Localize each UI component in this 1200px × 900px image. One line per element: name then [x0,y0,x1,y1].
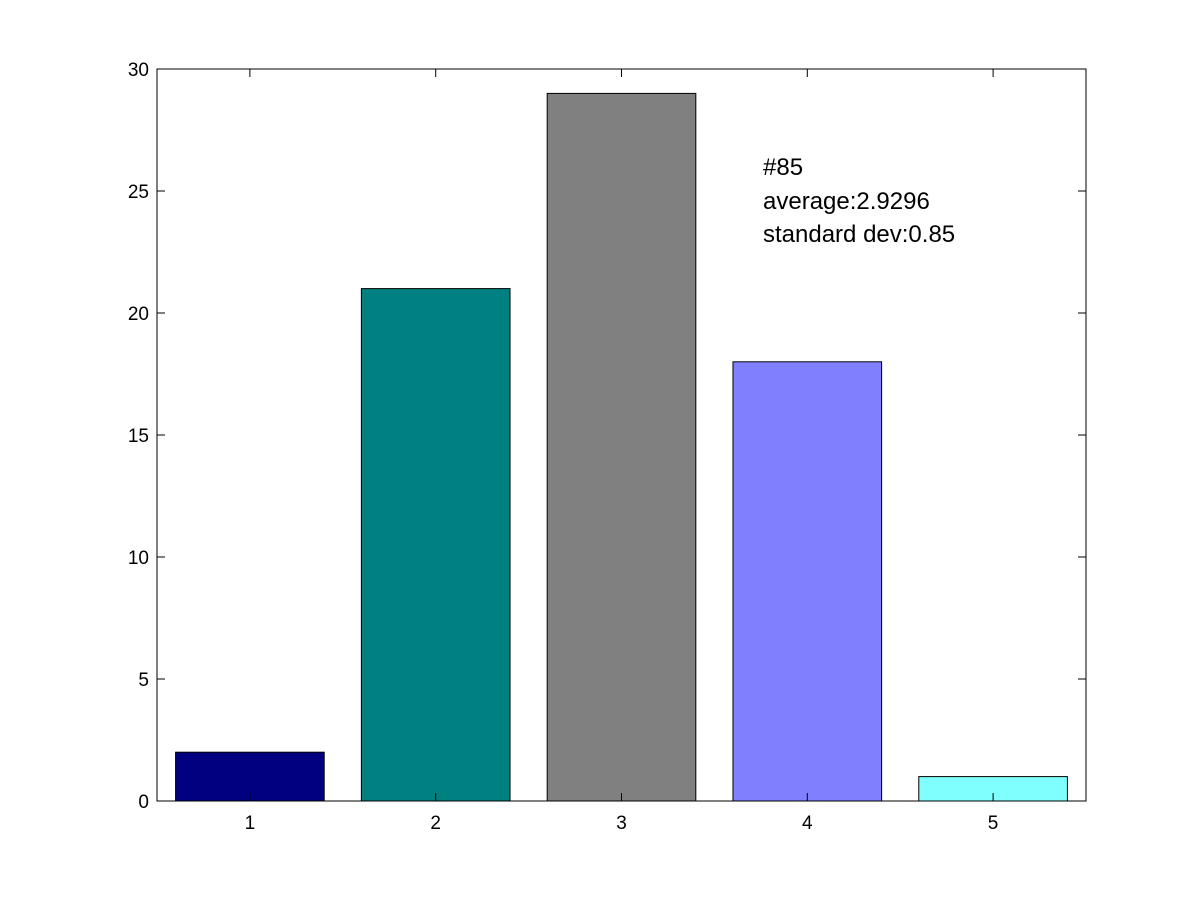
bar-1 [175,751,325,802]
x-tick-label-5: 5 [988,813,999,834]
x-tick-label-1: 1 [245,813,256,834]
y-tick-label-20: 20 [128,304,149,325]
y-tick-label-25: 25 [128,182,149,203]
y-tick-label-0: 0 [138,792,149,813]
x-tick-label-2: 2 [430,813,441,834]
annotation-std-dev: standard dev:0.85 [763,221,955,248]
y-tick-label-30: 30 [128,60,149,81]
y-tick-label-10: 10 [128,548,149,569]
x-tick-label-3: 3 [616,813,627,834]
ticks-group [157,68,1086,802]
x-tick-label-4: 4 [802,813,813,834]
bar-4 [732,361,883,802]
annotation-count: #85 [763,154,803,181]
bar-3 [546,92,697,802]
annotation-average: average:2.9296 [763,188,930,215]
y-tick-label-5: 5 [138,670,149,691]
bar-2 [360,288,511,802]
y-tick-label-15: 15 [128,426,149,447]
bars-group [175,92,1068,802]
tick-labels-group: 0 5 10 15 20 25 30 1 2 3 4 5 [128,60,999,834]
